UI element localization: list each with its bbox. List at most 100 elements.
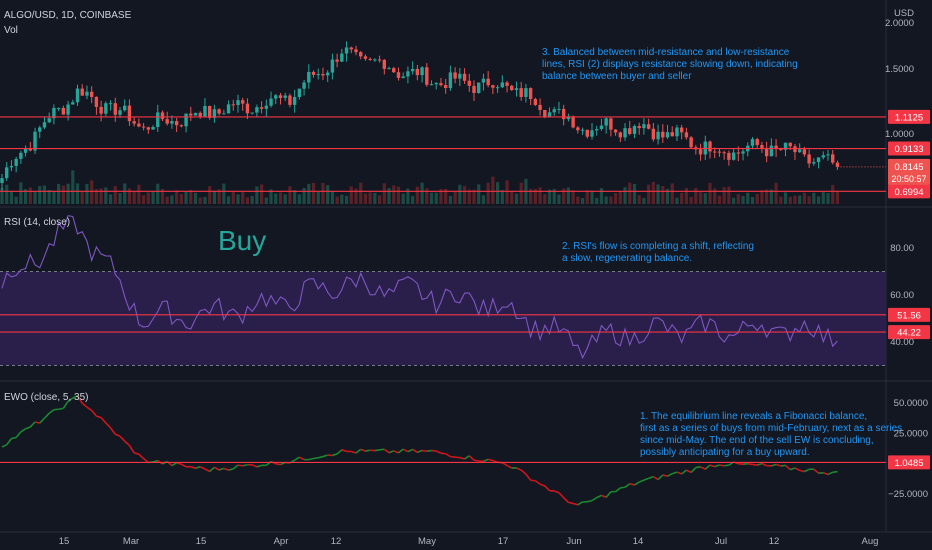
ewo-segment (657, 474, 664, 481)
ewo-segment (412, 448, 418, 454)
ewo-level-value: 1.0485 (894, 458, 923, 469)
ewo-segment (251, 464, 258, 468)
candle-body (330, 59, 335, 73)
candle-body (495, 87, 500, 89)
price-level-value: 0.9133 (894, 144, 923, 155)
candle-body (335, 59, 339, 62)
candle-body (382, 59, 387, 69)
ewo-segment (624, 483, 631, 488)
price-level-lines[interactable] (0, 116, 886, 192)
time-axis-label: 15 (196, 536, 207, 547)
ewo-segment (199, 466, 206, 470)
price-level-tag (888, 141, 930, 156)
time-axis-label: Jun (566, 536, 581, 547)
volume-bar (311, 182, 316, 204)
candle-body (547, 112, 552, 117)
ewo-line (1, 394, 838, 506)
volume-bar (80, 191, 84, 204)
price-scale[interactable]: USD 1.1125 0.9133 0.6994 2.0000 1.5000 1.0000… (885, 8, 930, 500)
volume-bar (127, 188, 132, 204)
volume-bar (14, 196, 18, 204)
volume-bar (250, 195, 254, 204)
volume-bar (113, 186, 117, 204)
ewo-segment (615, 487, 621, 493)
ewo-segment (789, 467, 796, 471)
volume-bar (411, 195, 415, 204)
candle-body (165, 119, 169, 124)
ewo-segment (539, 483, 546, 487)
rsi-panel[interactable]: RSI (14, close) Buy 2. RSI's flow is com… (0, 215, 886, 366)
candle-body (637, 126, 641, 129)
candle-body (19, 152, 23, 159)
candle-body (576, 127, 580, 131)
candle-body (741, 151, 745, 154)
volume-bar (590, 190, 594, 204)
volume-bar (826, 193, 830, 204)
candle-body (123, 105, 127, 111)
ewo-panel[interactable]: EWO (close, 5, 35) 1. The equilibrium li… (0, 392, 902, 506)
volume-bar (684, 188, 688, 204)
volume-bar (439, 189, 443, 204)
volume-bar (543, 194, 547, 204)
volume-bar (231, 191, 235, 204)
candle-body (491, 85, 495, 88)
time-axis[interactable]: 15 Mar 15 Apr 12 May 17 Jun 14 Jul 12 Aug (59, 536, 879, 547)
volume-bar (746, 192, 750, 204)
ewo-segment (62, 400, 69, 409)
rsi-level-lines[interactable] (0, 314, 886, 333)
candle-body (9, 165, 14, 168)
price-panel[interactable]: ALGO/USD, 1D, COINBASE Vol 3. Balanced b… (0, 10, 886, 204)
ewo-scale-label: 25.0000 (894, 428, 928, 439)
ewo-segment (360, 448, 366, 452)
ewo-segment (832, 470, 838, 474)
candle-body (736, 152, 741, 154)
ewo-segment (771, 463, 777, 467)
ewo-segment (601, 494, 607, 499)
volume-bar (698, 192, 703, 204)
ewo-segment (686, 469, 692, 474)
candle-body (656, 131, 660, 140)
ewo-segment (336, 449, 343, 455)
rsi-annotation: 2. RSI's flow is completing a shift, ref… (562, 241, 754, 264)
candle-body (264, 105, 269, 109)
volume-bar (326, 185, 330, 204)
time-axis-label: 12 (331, 536, 342, 547)
ewo-segment (445, 453, 451, 458)
ewo-segment (558, 492, 565, 499)
volume-bar (33, 191, 37, 204)
candle-body (212, 109, 217, 118)
ewo-segment (827, 471, 834, 476)
candlesticks[interactable] (0, 41, 840, 191)
candle-body (302, 82, 306, 89)
candle-body (533, 99, 538, 105)
volume-bar (170, 195, 174, 204)
volume-bar (637, 195, 641, 204)
candle-body (377, 59, 382, 61)
time-axis-label: Aug (862, 536, 879, 547)
candle-body (104, 103, 108, 114)
ewo-segment (109, 427, 116, 435)
candle-body (439, 83, 443, 86)
volume-bar (354, 188, 358, 204)
volume-bar (651, 182, 655, 204)
volume-bar (623, 187, 627, 204)
candle-body (661, 131, 665, 138)
ewo-segment (577, 501, 583, 506)
candle-body (821, 155, 825, 158)
volume-bar (642, 197, 646, 204)
ewo-segment (152, 459, 158, 463)
volume-bar (363, 193, 368, 204)
ewo-segment (105, 422, 112, 429)
candle-body (708, 141, 712, 152)
candle-body (170, 121, 174, 124)
volume-bar (24, 189, 28, 204)
candle-body (193, 112, 198, 116)
candle-body (75, 88, 80, 103)
candle-body (769, 145, 774, 157)
ewo-segment (48, 409, 55, 414)
volume-bar (5, 184, 9, 204)
time-axis-label: 14 (633, 536, 644, 547)
candle-body (222, 113, 226, 115)
volume-bar (255, 186, 259, 204)
